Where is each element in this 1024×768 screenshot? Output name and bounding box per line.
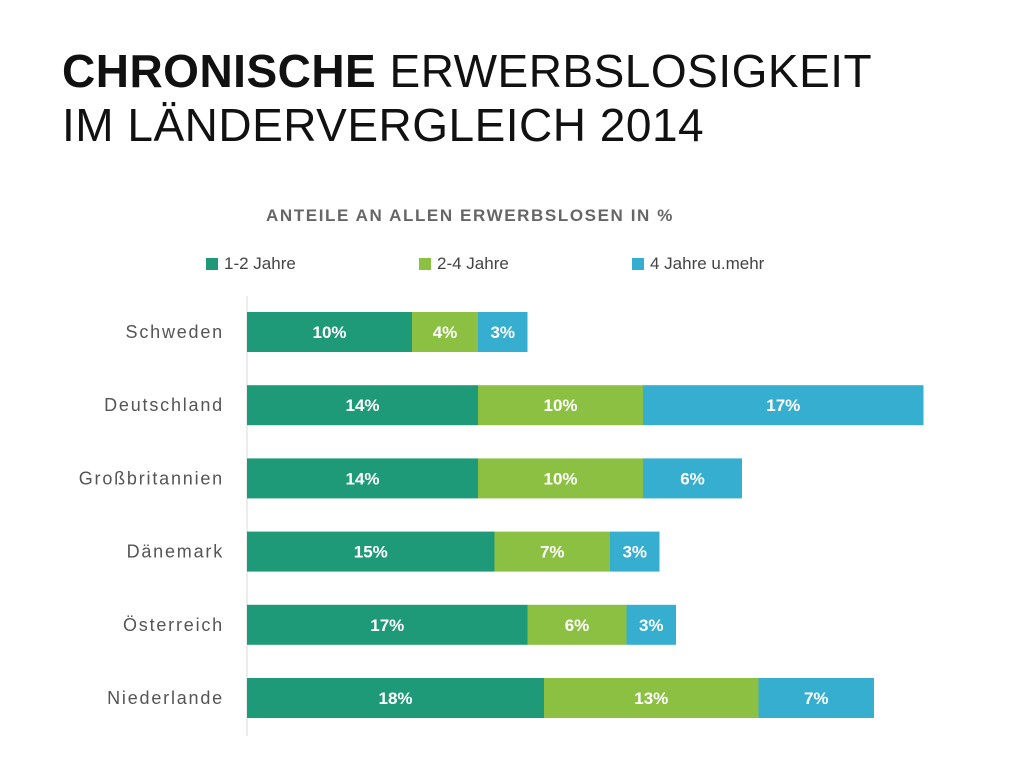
bar-großbritannien-series-3: [643, 458, 742, 499]
data-label-dänemark-series-1: 15%: [354, 543, 388, 562]
legend-swatch-4-jahre-u-mehr: [632, 258, 644, 270]
data-label-deutschland-series-2: 10%: [543, 396, 577, 415]
chart-title: CHRONISCHE ERWERBSLOSIGKEIT IM LÄNDERVER…: [62, 44, 872, 152]
category-label-großbritannien: Großbritannien: [79, 468, 224, 488]
bar-niederlande-series-1: [247, 678, 544, 718]
title-second-line: IM LÄNDERVERGLEICH 2014: [62, 99, 705, 151]
legend-label-2-4-jahre: 2-4 Jahre: [437, 254, 509, 273]
chart-legend: 1-2 Jahre 2-4 Jahre 4 Jahre u.mehr: [0, 254, 1024, 276]
bar-deutschland-series-1: [247, 385, 478, 426]
data-label-deutschland-series-3: 17%: [766, 396, 800, 415]
data-label-schweden-series-2: 4%: [433, 323, 458, 342]
bar-deutschland-series-2: [478, 385, 643, 426]
legend-swatch-1-2-jahre: [206, 258, 218, 270]
bar-österreich-series-2: [527, 604, 627, 645]
legend-label-1-2-jahre: 1-2 Jahre: [224, 254, 296, 273]
data-label-großbritannien-series-1: 14%: [345, 469, 379, 488]
bar-schweden-series-1: [247, 312, 412, 352]
data-label-schweden-series-3: 3%: [490, 323, 515, 342]
data-label-österreich-series-2: 6%: [565, 616, 590, 635]
data-label-großbritannien-series-3: 6%: [680, 469, 705, 488]
bar-deutschland-series-3: [643, 385, 924, 426]
chart-subtitle: ANTEILE AN ALLEN ERWERBSLOSEN IN %: [266, 206, 674, 225]
legend-item-4-jahre-u-mehr: 4 Jahre u.mehr: [632, 254, 764, 274]
data-label-dänemark-series-2: 7%: [540, 543, 565, 562]
legend-item-2-4-jahre: 2-4 Jahre: [419, 254, 509, 274]
category-label-deutschland: Deutschland: [104, 395, 224, 415]
data-label-schweden-series-1: 10%: [312, 323, 346, 342]
legend-swatch-2-4-jahre: [419, 258, 431, 270]
bar-schweden-series-3: [478, 312, 528, 352]
bar-dänemark-series-1: [247, 531, 495, 572]
data-label-niederlande-series-3: 7%: [804, 689, 829, 708]
bar-österreich-series-1: [247, 604, 528, 645]
title-bold-part: CHRONISCHE: [62, 45, 377, 97]
data-label-großbritannien-series-2: 10%: [543, 469, 577, 488]
data-label-niederlande-series-2: 13%: [634, 689, 668, 708]
data-label-deutschland-series-1: 14%: [345, 396, 379, 415]
bar-großbritannien-series-2: [478, 458, 643, 499]
bar-österreich-series-3: [626, 604, 676, 645]
bar-dänemark-series-3: [610, 531, 660, 572]
category-label-dänemark: Dänemark: [127, 542, 224, 562]
legend-label-4-jahre-u-mehr: 4 Jahre u.mehr: [650, 254, 765, 273]
data-label-österreich-series-3: 3%: [639, 616, 664, 635]
bar-dänemark-series-2: [494, 531, 610, 572]
bar-schweden-series-2: [412, 312, 478, 352]
category-label-österreich: Österreich: [123, 615, 224, 635]
category-label-schweden: Schweden: [126, 322, 224, 342]
data-label-niederlande-series-1: 18%: [378, 689, 412, 708]
bar-niederlande-series-2: [544, 678, 759, 718]
data-label-österreich-series-1: 17%: [370, 616, 404, 635]
title-rest-part: ERWERBSLOSIGKEIT: [376, 45, 873, 97]
bar-niederlande-series-3: [758, 678, 874, 718]
data-label-dänemark-series-3: 3%: [622, 543, 647, 562]
bar-großbritannien-series-1: [247, 458, 478, 499]
legend-item-1-2-jahre: 1-2 Jahre: [206, 254, 296, 274]
category-label-niederlande: Niederlande: [107, 688, 224, 708]
